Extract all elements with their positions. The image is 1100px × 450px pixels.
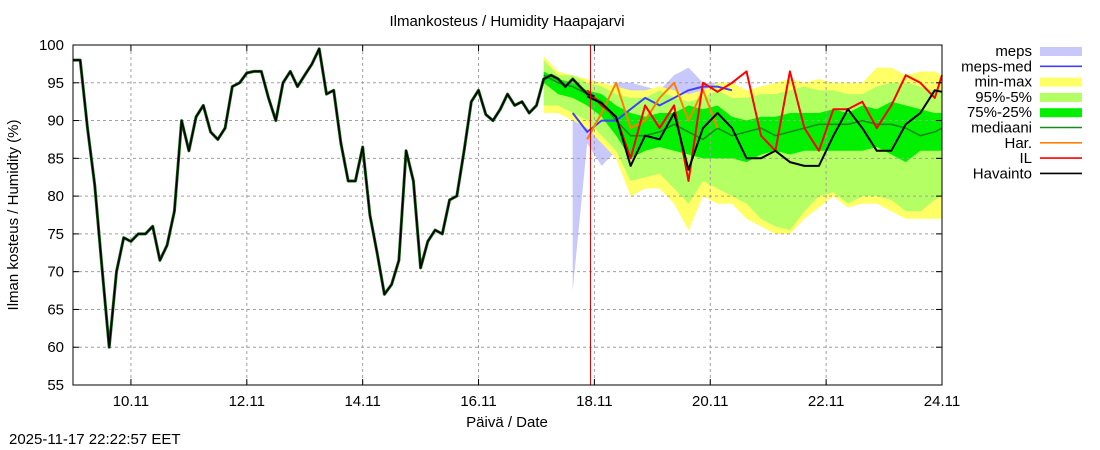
series-line-il bbox=[586, 70, 943, 182]
x-tick-label: 12.11 bbox=[229, 393, 265, 410]
legend-label: IL bbox=[1019, 150, 1032, 167]
y-tick-label: 60 bbox=[47, 339, 64, 356]
legend: mepsmeps-medmin-max95%-5%75%-25%mediaani… bbox=[961, 43, 1082, 182]
x-tick-label: 18.11 bbox=[576, 393, 612, 410]
legend-label: 95%-5% bbox=[975, 89, 1032, 106]
forecast-bands bbox=[543, 56, 942, 291]
legend-swatch-95-5- bbox=[1040, 92, 1082, 102]
series-lines bbox=[73, 45, 943, 385]
y-tick-label: 80 bbox=[47, 188, 64, 205]
y-tick-label: 55 bbox=[47, 377, 64, 394]
y-tick-label: 65 bbox=[47, 301, 64, 318]
axes: 55 60 65 70 75 80 85 90 95 100 10.11 12.11 14.11 16.1… bbox=[39, 37, 960, 410]
series-line-har- bbox=[586, 81, 719, 140]
series-line-forecast-black bbox=[586, 89, 943, 171]
series-line-meps-med bbox=[571, 85, 733, 133]
y-tick-label: 70 bbox=[47, 264, 64, 281]
plot-frame bbox=[72, 44, 943, 386]
x-tick-label: 14.11 bbox=[344, 393, 380, 410]
legend-label: min-max bbox=[974, 74, 1032, 91]
x-tick-label: 24.11 bbox=[924, 393, 960, 410]
legend-label: Har. bbox=[1004, 135, 1032, 152]
legend-label: 75%-25% bbox=[967, 104, 1032, 121]
observation-line bbox=[73, 48, 595, 348]
chart-title: Ilmankosteus / Humidity Haapajarvi bbox=[389, 13, 624, 30]
legend-label: meps bbox=[995, 43, 1032, 60]
legend-label: mediaani bbox=[971, 120, 1032, 137]
grid-lines bbox=[73, 45, 942, 385]
legend-label: meps-med bbox=[961, 58, 1032, 75]
generated-timestamp: 2025-11-17 22:22:57 EET bbox=[9, 431, 181, 448]
x-tick-label: 22.11 bbox=[808, 393, 844, 410]
y-axis-label: Ilman kosteus / Humidity (%) bbox=[5, 120, 22, 311]
x-axis-label: Päivä / Date bbox=[466, 414, 548, 431]
legend-swatch-min-max bbox=[1040, 77, 1082, 87]
y-tick-label: 85 bbox=[47, 150, 64, 167]
legend-label: Havainto bbox=[973, 165, 1032, 182]
y-tick-label: 95 bbox=[47, 75, 64, 92]
y-tick-label: 75 bbox=[47, 226, 64, 243]
series-line-mediaani bbox=[543, 74, 943, 141]
legend-swatch-75-25- bbox=[1040, 108, 1082, 118]
x-tick-label: 10.11 bbox=[113, 393, 149, 410]
x-tick-label: 16.11 bbox=[460, 393, 496, 410]
y-tick-label: 100 bbox=[39, 37, 64, 54]
legend-swatch-meps bbox=[1040, 47, 1082, 56]
y-tick-label: 90 bbox=[47, 113, 64, 130]
x-tick-label: 20.11 bbox=[692, 393, 728, 410]
